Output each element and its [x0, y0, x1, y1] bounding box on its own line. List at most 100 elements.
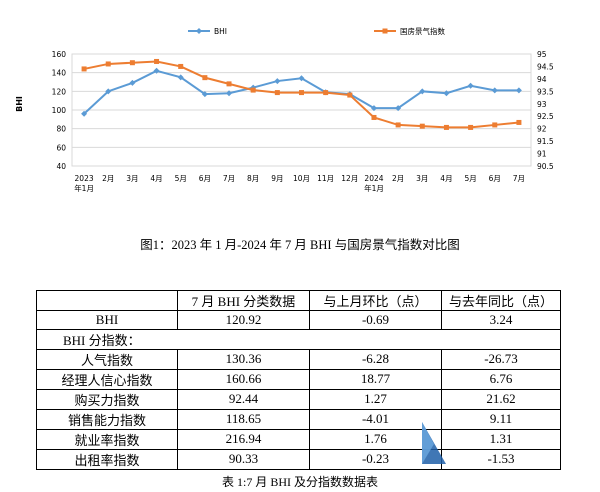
x-tick-label: 5月 [464, 174, 476, 183]
left-y-axis: 40 60 80 100 120 140 160 [52, 50, 67, 171]
gfi-point [178, 63, 184, 69]
gfi-point [443, 124, 449, 130]
right-tick-label: 94.5 [537, 62, 554, 71]
table-row: 销售能力指数 118.65 -4.01 9.11 [36, 408, 561, 430]
table-row: 出租率指数 90.33 -0.23 -1.53 [36, 448, 561, 470]
right-tick-label: 91.5 [537, 137, 554, 146]
gfi-point [492, 122, 498, 128]
row-label: 人气指数 [36, 348, 178, 370]
figure-caption: 图1：2023 年 1 月-2024 年 7 月 BHI 与国房景气指数对比图 [140, 238, 460, 252]
gfi-point [299, 90, 304, 96]
gfi-point [419, 123, 425, 129]
cell-value: -26.73 [441, 348, 561, 370]
bhi-point [153, 67, 160, 74]
bhi-point [274, 78, 281, 85]
left-tick-label: 160 [52, 50, 67, 59]
table-row: 购买力指数 92.44 1.27 21.62 [36, 388, 561, 410]
header-cell: 7 月 BHI 分类数据 [177, 290, 310, 311]
legend: BHI 国房景气指数 [188, 26, 445, 36]
right-tick-label: 94 [537, 75, 547, 84]
cell-value: 118.65 [177, 408, 310, 430]
gfi-point [202, 75, 208, 81]
left-tick-label: 60 [56, 143, 66, 152]
right-tick-label: 93 [537, 100, 547, 109]
bhi-legend-label: BHI [214, 27, 227, 36]
gfi-point [129, 60, 135, 66]
right-tick-label: 92 [537, 125, 547, 134]
row-label: 就业率指数 [36, 428, 178, 450]
header-cell: 与上月环比（点） [309, 290, 442, 311]
cell-value: 3.24 [441, 310, 561, 330]
right-tick-label: 92.5 [537, 112, 554, 121]
bhi-point [177, 74, 184, 81]
gfi-point [347, 92, 353, 98]
x-tick-label: 7月 [513, 174, 525, 183]
x-tick-label: 2023 [75, 174, 94, 183]
x-tick-label: 12月 [341, 174, 358, 183]
bhi-point [298, 75, 305, 82]
cell-value: 6.76 [441, 368, 561, 390]
cell-value: 9.11 [441, 408, 561, 430]
bhi-point [443, 90, 450, 97]
gfi-point [105, 61, 111, 67]
line-chart: 40 60 80 100 120 140 160 90.5 91 91.5 92 92.5 93 93.… [15, 26, 554, 193]
x-tick-label: 3月 [416, 174, 428, 183]
left-tick-label: 120 [52, 87, 67, 96]
gfi-point [395, 122, 401, 128]
bhi-point [105, 88, 112, 95]
left-tick-label: 80 [56, 125, 66, 134]
table-row: 经理人信心指数 160.66 18.77 6.76 [36, 368, 561, 390]
x-tick-label: 4月 [440, 174, 452, 183]
x-tick-label: 2024 [364, 174, 383, 183]
cell-value: -0.69 [309, 310, 442, 330]
row-label: BHI [36, 310, 178, 330]
y-axis-title: BHI [15, 96, 24, 112]
right-tick-label: 95 [537, 50, 547, 59]
gfi-legend-label: 国房景气指数 [400, 26, 445, 36]
gfi-point [154, 58, 160, 64]
cell-value: 1.27 [309, 388, 442, 410]
cell-value: 18.77 [309, 368, 442, 390]
row-label: 销售能力指数 [36, 408, 178, 430]
plot-area [71, 53, 532, 167]
x-tick-label: 7月 [223, 174, 235, 183]
gfi-point [274, 90, 280, 96]
cell-value: -0.23 [309, 448, 442, 470]
group-label: BHI 分指数： [36, 328, 561, 350]
bhi-point [467, 82, 474, 89]
cell-value: 21.62 [441, 388, 561, 410]
table-group-row: BHI 分指数： [36, 328, 561, 350]
series-layer [81, 58, 522, 130]
bhi-point [515, 87, 522, 94]
cell-value: 1.31 [441, 428, 561, 450]
cell-value: -6.28 [309, 348, 442, 370]
right-tick-label: 90.5 [537, 162, 554, 171]
table-row: BHI 120.92 -0.69 3.24 [36, 310, 561, 330]
row-label: 购买力指数 [36, 388, 178, 410]
bhi-point [81, 110, 88, 117]
cell-value: 90.33 [177, 448, 310, 470]
gfi-point [516, 119, 522, 125]
gridlines [71, 53, 532, 167]
bhi-point [419, 88, 426, 95]
right-tick-label: 93.5 [537, 87, 554, 96]
bhi-point [129, 79, 136, 86]
x-tick-label: 9月 [271, 174, 283, 183]
x-tick-label: 4月 [150, 174, 162, 183]
x-tick-label: 8月 [247, 174, 259, 183]
x-tick-label: 10月 [293, 174, 310, 183]
cell-value: -1.53 [441, 448, 561, 470]
gfi-point [323, 90, 329, 96]
left-tick-label: 40 [56, 162, 66, 171]
left-tick-label: 140 [52, 69, 67, 78]
cell-value: 160.66 [177, 368, 310, 390]
bhi-point [201, 91, 208, 98]
right-tick-label: 91 [537, 150, 547, 159]
x-tick-label: 5月 [175, 174, 187, 183]
gfi-point [226, 81, 232, 87]
x-tick-label: 3月 [126, 174, 138, 183]
bhi-point [226, 90, 233, 97]
left-tick-label: 100 [52, 106, 67, 115]
table-row: 就业率指数 216.94 1.76 1.31 [36, 428, 561, 450]
